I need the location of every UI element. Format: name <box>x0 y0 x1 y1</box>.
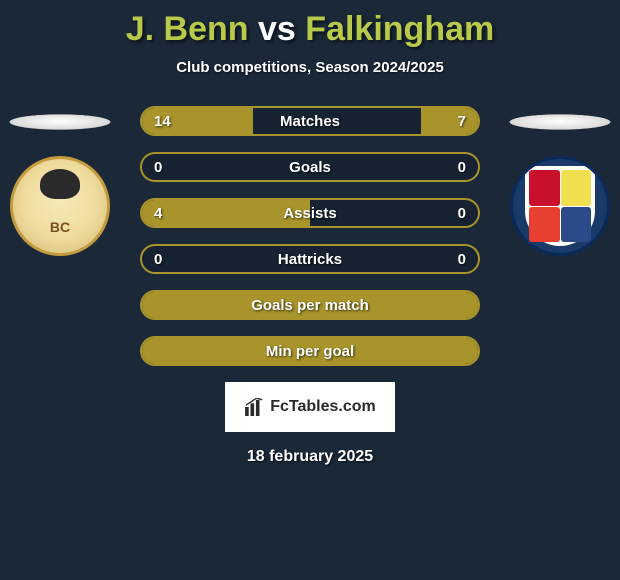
stat-label: Goals <box>289 159 331 176</box>
player2-club-crest <box>510 156 610 256</box>
player2-name: Falkingham <box>305 10 494 48</box>
stat-fill-right <box>421 108 478 134</box>
stat-value-left: 14 <box>154 113 171 130</box>
stat-row: Goals per match <box>140 290 480 320</box>
player1-name: J. Benn <box>126 10 249 48</box>
fctables-logo: FcTables.com <box>225 382 395 432</box>
vs-text: vs <box>258 10 296 48</box>
stat-row: 0 Goals 0 <box>140 152 480 182</box>
bar-chart-icon <box>244 398 266 416</box>
stat-value-left: 0 <box>154 251 162 268</box>
page-title: J. Benn vs Falkingham <box>0 0 620 49</box>
comparison-container: BC 14Matches70Goals04Assists00Hattricks0… <box>0 106 620 366</box>
crest-right-shield <box>525 166 595 246</box>
stat-row: 14 Matches 7 <box>140 106 480 136</box>
logo-text: FcTables.com <box>270 398 376 416</box>
crest-left-label: BC <box>50 219 70 235</box>
player2-marker <box>503 114 618 129</box>
stat-row: 4 Assists 0 <box>140 198 480 228</box>
stat-label: Hattricks <box>278 251 342 268</box>
stat-label: Min per goal <box>266 343 354 360</box>
stat-label: Goals per match <box>251 297 369 314</box>
stat-value-right: 0 <box>458 205 466 222</box>
stat-label: Assists <box>283 205 336 222</box>
stat-row: Min per goal <box>140 336 480 366</box>
stat-value-right: 0 <box>458 159 466 176</box>
stat-value-left: 0 <box>154 159 162 176</box>
player1-club-crest: BC <box>10 156 110 256</box>
stat-value-left: 4 <box>154 205 162 222</box>
player1-badge-column: BC <box>10 106 110 256</box>
stat-value-right: 0 <box>458 251 466 268</box>
stat-row: 0 Hattricks 0 <box>140 244 480 274</box>
date-line: 18 february 2025 <box>0 448 620 466</box>
stat-value-right: 7 <box>458 113 466 130</box>
stat-label: Matches <box>280 113 340 130</box>
player1-marker <box>3 114 118 129</box>
subtitle: Club competitions, Season 2024/2025 <box>0 59 620 76</box>
player2-badge-column <box>510 106 610 256</box>
stats-list: 14 Matches 7 0 Goals 0 4 Assists 0 0 Hattricks 0 Goa… <box>140 106 480 366</box>
